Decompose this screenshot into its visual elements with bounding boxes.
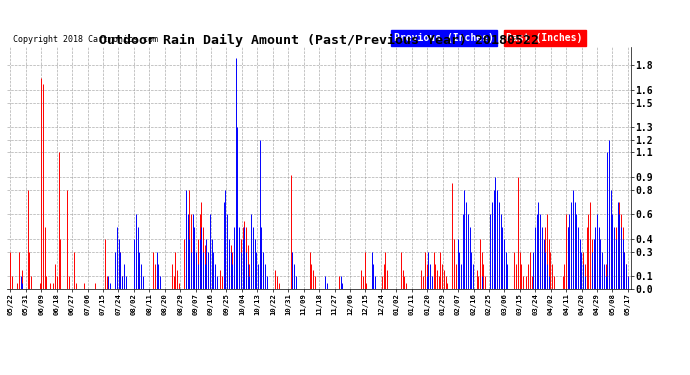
Text: Copyright 2018 Cartronics.com: Copyright 2018 Cartronics.com [13, 36, 158, 45]
Text: Previous (Inches): Previous (Inches) [394, 33, 494, 43]
Title: Outdoor Rain Daily Amount (Past/Previous Year) 20180522: Outdoor Rain Daily Amount (Past/Previous… [99, 34, 539, 47]
Text: Past (Inches): Past (Inches) [506, 33, 583, 43]
